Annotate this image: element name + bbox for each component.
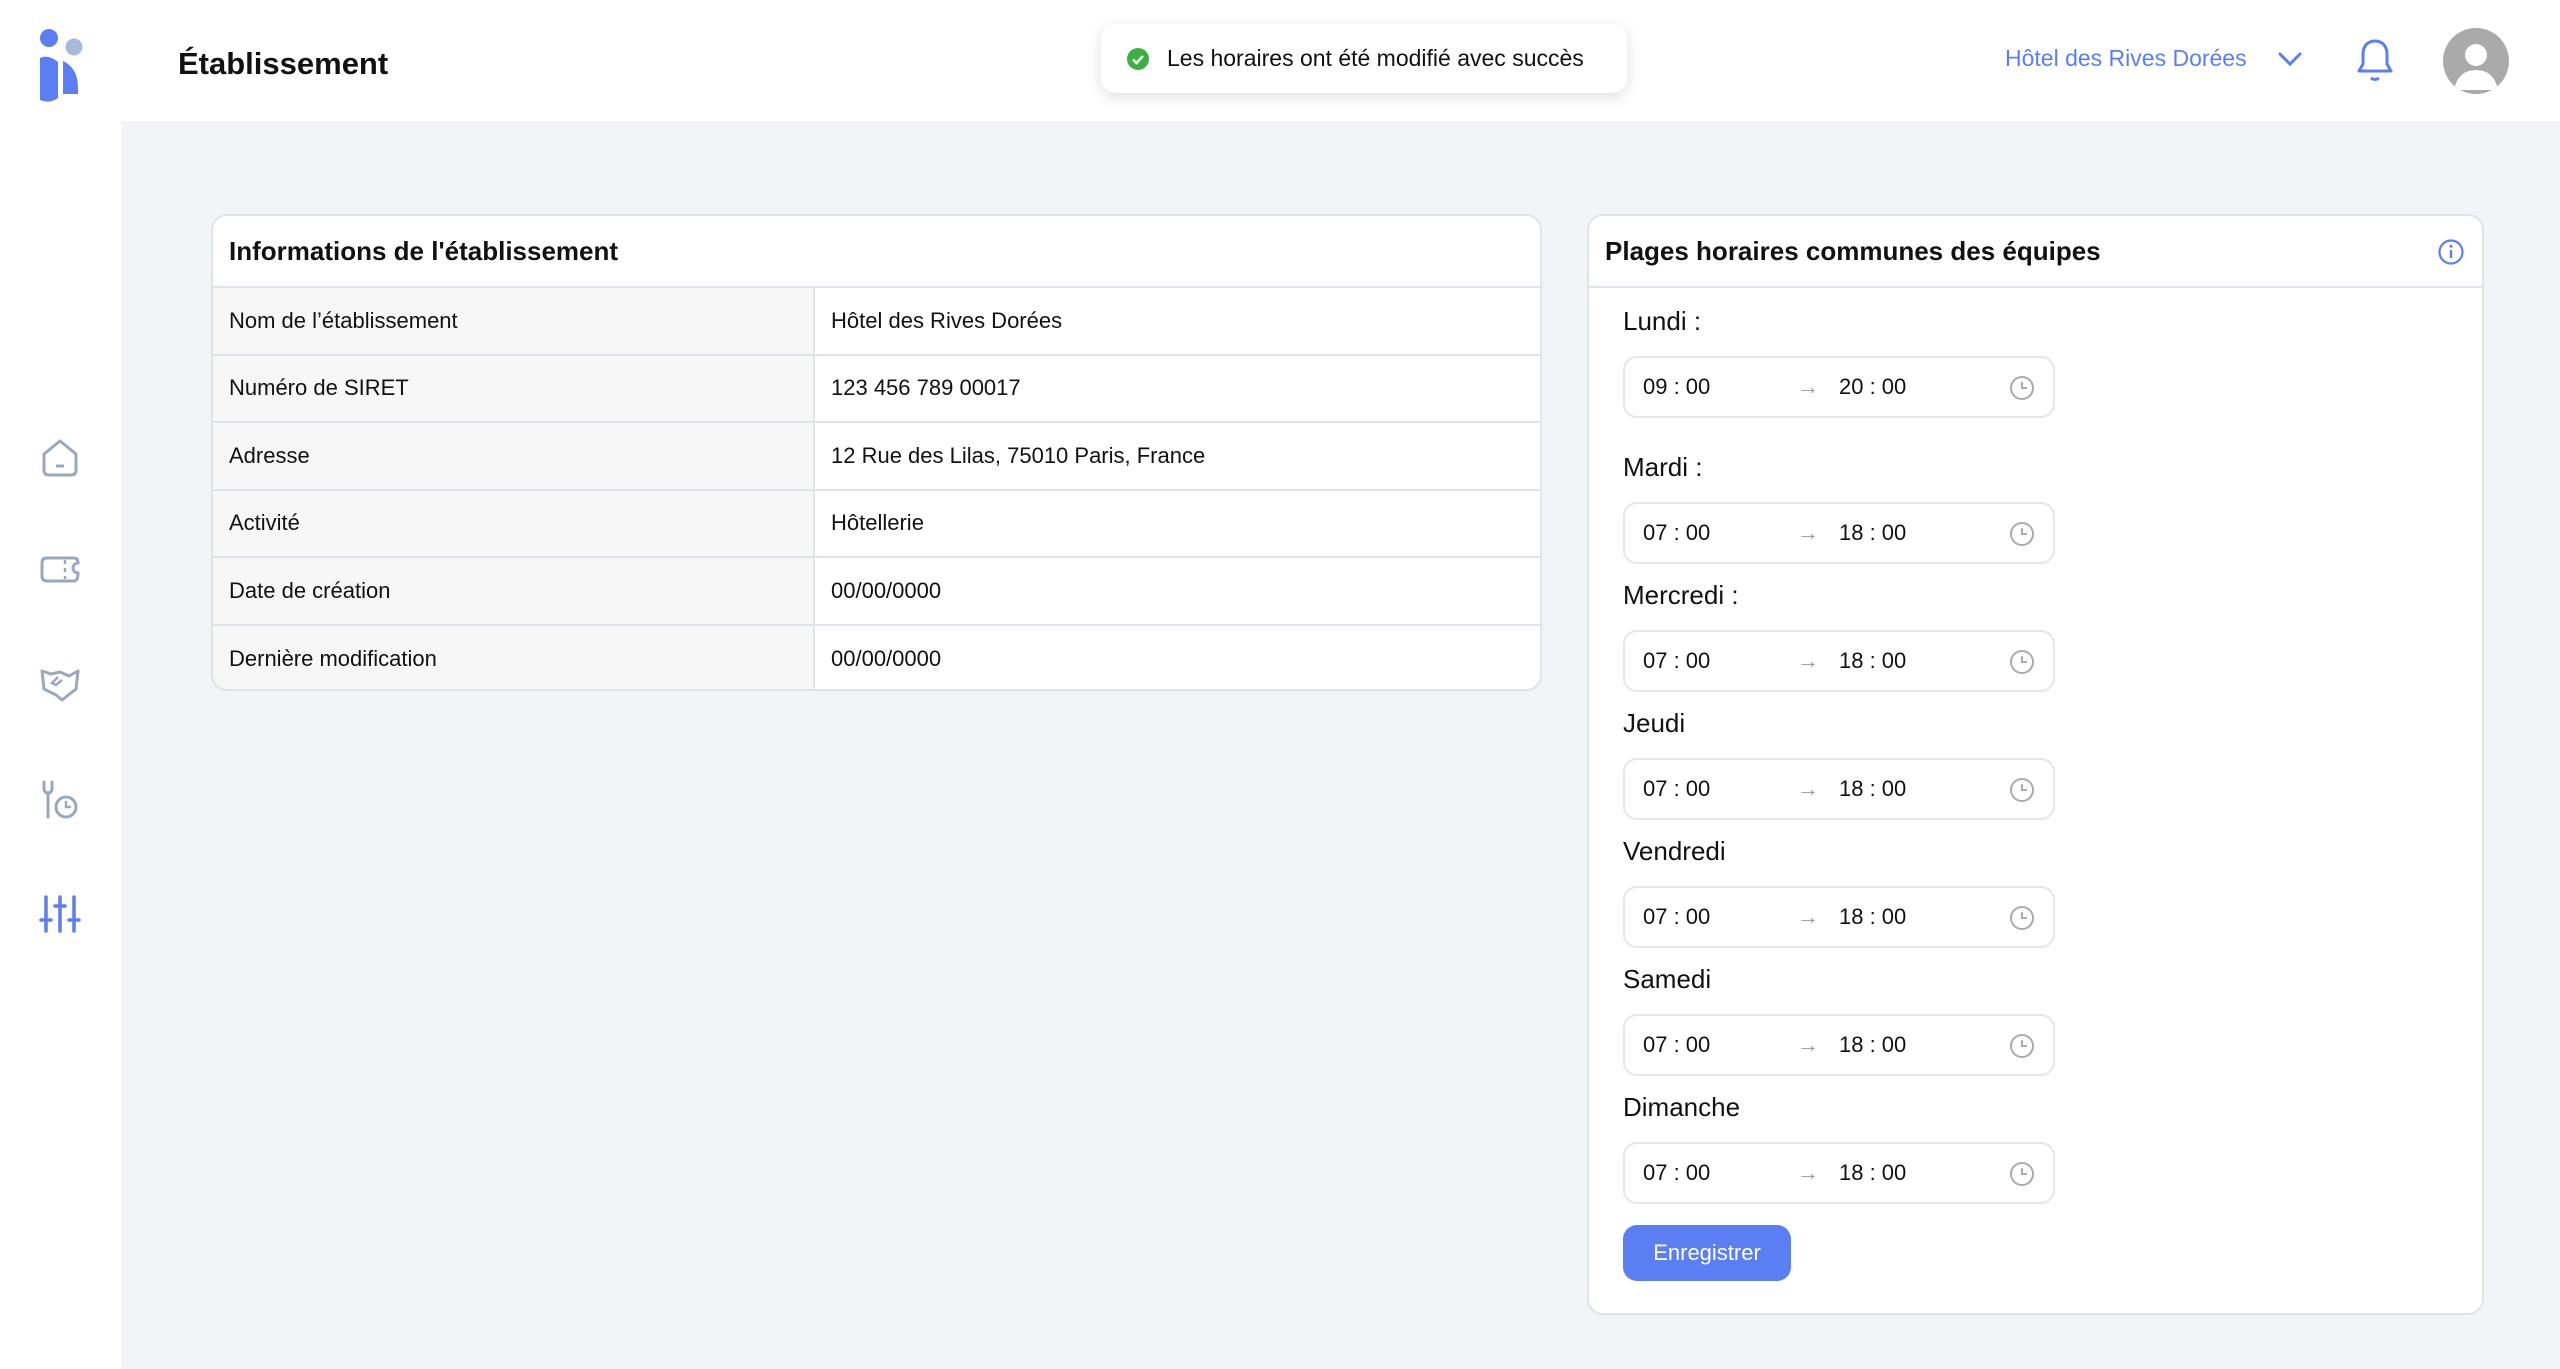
end-time[interactable]: 18 : 00: [1839, 1032, 1907, 1057]
toast-message: Les horaires ont été modifié avec succès: [1167, 45, 1584, 71]
info-icon[interactable]: [2437, 238, 2465, 266]
info-value: Hôtellerie: [831, 510, 924, 536]
start-time[interactable]: 07 : 00: [1643, 1032, 1711, 1057]
end-time[interactable]: 18 : 00: [1839, 776, 1907, 801]
info-row: Dernière modification 00/00/0000: [213, 625, 1540, 689]
day-schedule: Mardi : 07 : 00 → 18 : 00: [1623, 452, 2055, 564]
info-label: Dernière modification: [213, 625, 815, 689]
day-schedule: Dimanche 07 : 00 → 18 : 00: [1623, 1092, 2055, 1204]
info-value: 12 Rue des Lilas, 75010 Paris, France: [831, 442, 1206, 468]
clock-icon[interactable]: [2009, 521, 2035, 547]
info-row: Numéro de SIRET 123 456 789 00017: [213, 355, 1540, 423]
day-schedule: Jeudi 07 : 00 → 18 : 00: [1623, 708, 2055, 820]
info-row: Activité Hôtellerie: [213, 490, 1540, 558]
end-time[interactable]: 18 : 00: [1839, 648, 1907, 673]
info-value: Hôtel des Rives Dorées: [831, 307, 1063, 333]
day-label: Samedi: [1623, 964, 1712, 994]
clock-icon[interactable]: [2009, 375, 2035, 401]
arrow-right-icon: →: [1797, 1032, 1819, 1057]
end-time[interactable]: 18 : 00: [1839, 1160, 1907, 1185]
start-time[interactable]: 07 : 00: [1643, 648, 1711, 673]
time-range-input[interactable]: 07 : 00 → 18 : 00: [1623, 886, 2055, 948]
info-row: Nom de l’établissement Hôtel des Rives Do…: [213, 288, 1540, 356]
day-label: Mercredi :: [1623, 580, 1739, 610]
clock-icon[interactable]: [2009, 777, 2035, 803]
start-time[interactable]: 07 : 00: [1643, 1160, 1711, 1185]
day-label: Vendredi: [1623, 836, 1726, 866]
chevron-down-icon[interactable]: [2275, 44, 2305, 74]
save-button[interactable]: Enregistrer: [1623, 1225, 1791, 1281]
info-row: Date de création 00/00/0000: [213, 558, 1540, 626]
info-label: Activité: [213, 490, 815, 556]
info-value: 00/00/0000: [831, 646, 942, 672]
clock-icon[interactable]: [2009, 1161, 2035, 1187]
arrow-right-icon: →: [1797, 374, 1819, 399]
bell-icon[interactable]: [2355, 36, 2395, 84]
start-time[interactable]: 07 : 00: [1643, 520, 1711, 545]
info-value: 123 456 789 00017: [831, 375, 1021, 401]
info-label: Date de création: [213, 558, 815, 624]
start-time[interactable]: 07 : 00: [1643, 776, 1711, 801]
schedule-card-title: Plages horaires communes des équipes: [1589, 216, 2482, 288]
end-time[interactable]: 18 : 00: [1839, 520, 1907, 545]
arrow-right-icon: →: [1797, 1160, 1819, 1185]
arrow-right-icon: →: [1797, 776, 1819, 801]
time-range-input[interactable]: 07 : 00 → 18 : 00: [1623, 758, 2055, 820]
top-bar: Établissement Les horaires ont été modif…: [0, 0, 2560, 121]
info-label: Nom de l’établissement: [213, 288, 815, 354]
time-range-input[interactable]: 07 : 00 → 18 : 00: [1623, 502, 2055, 564]
time-range-input[interactable]: 09 : 00 → 20 : 00: [1623, 356, 2055, 418]
sidebar: [0, 121, 121, 1369]
arrow-right-icon: →: [1797, 520, 1819, 545]
info-card-title: Informations de l'établissement: [213, 216, 1540, 288]
day-schedule: Mercredi : 07 : 00 → 18 : 00: [1623, 580, 2055, 692]
schedule-card: Plages horaires communes des équipes Lun…: [1587, 214, 2484, 1315]
day-label: Mardi :: [1623, 452, 1703, 482]
time-range-input[interactable]: 07 : 00 → 18 : 00: [1623, 1014, 2055, 1076]
establishment-info-card: Informations de l'établissement Nom de l…: [211, 214, 1542, 691]
info-label: Adresse: [213, 423, 815, 489]
info-label: Numéro de SIRET: [213, 355, 815, 421]
handshake-icon[interactable]: [38, 663, 82, 707]
app-logo[interactable]: [38, 28, 86, 104]
day-label: Lundi :: [1623, 306, 1702, 336]
clock-icon[interactable]: [2009, 649, 2035, 675]
clock-icon[interactable]: [2009, 905, 2035, 931]
home-icon[interactable]: [38, 436, 82, 480]
clock-icon[interactable]: [2009, 1033, 2035, 1059]
check-circle-icon: [1127, 47, 1149, 70]
arrow-right-icon: →: [1797, 648, 1819, 673]
day-schedule: Lundi : 09 : 00 → 20 : 00: [1623, 306, 2055, 418]
day-label: Jeudi: [1623, 708, 1686, 738]
ticket-icon[interactable]: [38, 549, 82, 593]
settings-sliders-icon[interactable]: [38, 892, 82, 936]
user-avatar[interactable]: [2443, 28, 2509, 94]
arrow-right-icon: →: [1797, 904, 1819, 929]
start-time[interactable]: 09 : 00: [1643, 374, 1711, 399]
time-range-input[interactable]: 07 : 00 → 18 : 00: [1623, 1142, 2055, 1204]
page-title: Établissement: [178, 46, 389, 81]
info-row: Adresse 12 Rue des Lilas, 75010 Paris, Fr…: [213, 423, 1540, 491]
start-time[interactable]: 07 : 00: [1643, 904, 1711, 929]
day-label: Dimanche: [1623, 1092, 1741, 1122]
success-toast: Les horaires ont été modifié avec succès: [1101, 24, 1627, 93]
establishment-selector[interactable]: Hôtel des Rives Dorées: [2005, 45, 2247, 71]
day-schedule: Vendredi 07 : 00 → 18 : 00: [1623, 836, 2055, 948]
user-icon: [2454, 44, 2498, 90]
time-range-input[interactable]: 07 : 00 → 18 : 00: [1623, 630, 2055, 692]
end-time[interactable]: 20 : 00: [1839, 374, 1907, 399]
maintenance-schedule-icon[interactable]: [38, 778, 82, 822]
day-schedule: Samedi 07 : 00 → 18 : 00: [1623, 964, 2055, 1076]
info-value: 00/00/0000: [831, 577, 942, 603]
end-time[interactable]: 18 : 00: [1839, 904, 1907, 929]
